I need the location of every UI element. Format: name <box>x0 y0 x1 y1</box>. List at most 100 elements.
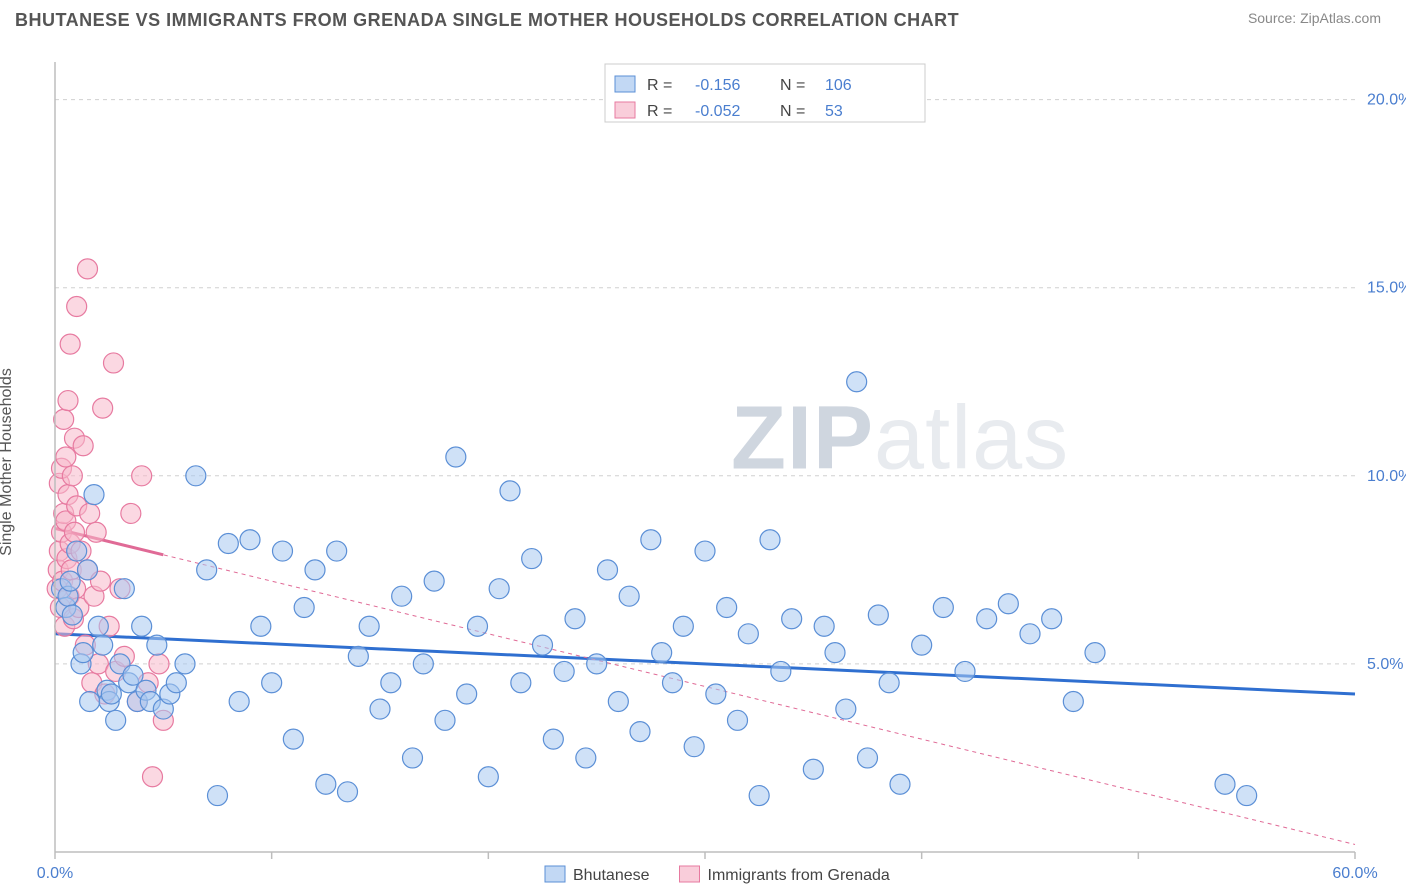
data-point <box>1237 786 1257 806</box>
data-point <box>101 684 121 704</box>
data-point <box>60 334 80 354</box>
data-point <box>262 673 282 693</box>
data-point <box>132 616 152 636</box>
data-point <box>749 786 769 806</box>
data-point <box>587 654 607 674</box>
data-point <box>803 759 823 779</box>
data-point <box>218 534 238 554</box>
data-point <box>847 372 867 392</box>
data-point <box>457 684 477 704</box>
data-point <box>166 673 186 693</box>
data-point <box>93 398 113 418</box>
y-tick-label: 5.0% <box>1367 656 1403 673</box>
data-point <box>104 353 124 373</box>
data-point <box>489 579 509 599</box>
legend-label: Immigrants from Grenada <box>708 867 890 884</box>
data-point <box>955 661 975 681</box>
data-point <box>93 635 113 655</box>
legend-label: Bhutanese <box>573 867 650 884</box>
data-point <box>608 692 628 712</box>
stat-r-label: R = <box>647 103 672 120</box>
data-point <box>114 579 134 599</box>
data-point <box>565 609 585 629</box>
data-point <box>251 616 271 636</box>
data-point <box>684 737 704 757</box>
data-point <box>149 654 169 674</box>
source-attribution: Source: ZipAtlas.com <box>1248 10 1381 26</box>
data-point <box>86 522 106 542</box>
data-point <box>533 635 553 655</box>
data-point <box>858 748 878 768</box>
data-point <box>825 643 845 663</box>
legend-swatch <box>615 102 635 118</box>
data-point <box>60 571 80 591</box>
data-point <box>478 767 498 787</box>
data-point <box>760 530 780 550</box>
data-point <box>641 530 661 550</box>
data-point <box>78 259 98 279</box>
data-point <box>147 635 167 655</box>
data-point <box>348 646 368 666</box>
data-point <box>890 774 910 794</box>
data-point <box>106 710 126 730</box>
data-point <box>54 409 74 429</box>
data-point <box>403 748 423 768</box>
data-point <box>998 594 1018 614</box>
data-point <box>446 447 466 467</box>
data-point <box>912 635 932 655</box>
data-point <box>554 661 574 681</box>
data-point <box>58 391 78 411</box>
data-point <box>392 586 412 606</box>
data-point <box>728 710 748 730</box>
data-point <box>65 522 85 542</box>
legend-swatch <box>545 866 565 882</box>
data-point <box>413 654 433 674</box>
data-point <box>576 748 596 768</box>
data-point <box>240 530 260 550</box>
data-point <box>782 609 802 629</box>
stat-r-label: R = <box>647 77 672 94</box>
data-point <box>175 654 195 674</box>
data-point <box>62 466 82 486</box>
data-point <box>73 643 93 663</box>
data-point <box>977 609 997 629</box>
x-tick-label: 0.0% <box>37 865 73 882</box>
data-point <box>370 699 390 719</box>
data-point <box>771 661 791 681</box>
data-point <box>197 560 217 580</box>
data-point <box>543 729 563 749</box>
data-point <box>738 624 758 644</box>
data-point <box>619 586 639 606</box>
data-point <box>879 673 899 693</box>
data-point <box>283 729 303 749</box>
data-point <box>1085 643 1105 663</box>
data-point <box>229 692 249 712</box>
y-tick-label: 15.0% <box>1367 280 1406 297</box>
data-point <box>652 643 672 663</box>
data-point <box>673 616 693 636</box>
data-point <box>132 466 152 486</box>
stat-n-value: 53 <box>825 103 843 120</box>
data-point <box>663 673 683 693</box>
data-point <box>316 774 336 794</box>
data-point <box>78 560 98 580</box>
watermark: ZIPatlas <box>731 388 1069 488</box>
data-point <box>208 786 228 806</box>
data-point <box>121 503 141 523</box>
data-point <box>1042 609 1062 629</box>
chart-container: Single Mother Households ZIPatlas5.0%10.… <box>15 42 1396 882</box>
data-point <box>1063 692 1083 712</box>
data-point <box>67 541 87 561</box>
y-tick-label: 20.0% <box>1367 92 1406 109</box>
stat-n-label: N = <box>780 77 805 94</box>
y-tick-label: 10.0% <box>1367 468 1406 485</box>
data-point <box>327 541 347 561</box>
data-point <box>706 684 726 704</box>
data-point <box>435 710 455 730</box>
data-point <box>1020 624 1040 644</box>
data-point <box>80 692 100 712</box>
data-point <box>511 673 531 693</box>
data-point <box>56 447 76 467</box>
data-point <box>88 616 108 636</box>
data-point <box>814 616 834 636</box>
